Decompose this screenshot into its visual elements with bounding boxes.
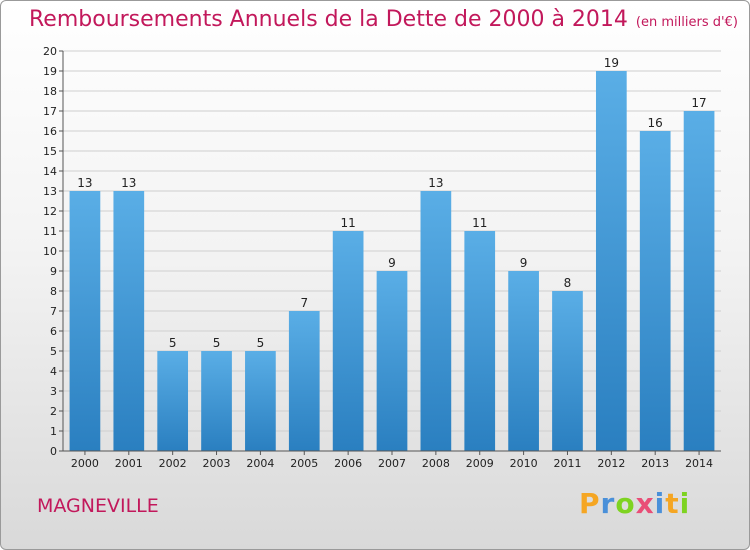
bar: [113, 191, 145, 451]
logo-letter: r: [600, 487, 616, 520]
y-tick-label: 8: [50, 285, 57, 298]
chart-subtitle: (en milliers d'€): [635, 15, 738, 30]
x-tick-label: 2012: [597, 457, 625, 470]
logo-letter: P: [579, 487, 601, 520]
bar-value-label: 5: [257, 336, 265, 350]
bar-value-label: 7: [300, 296, 308, 310]
bar: [639, 131, 671, 451]
y-tick-label: 0: [50, 445, 57, 458]
chart-title-text: Remboursements Annuels de la Dette de 20…: [29, 7, 628, 32]
x-tick-label: 2004: [246, 457, 274, 470]
bar-value-label: 13: [77, 176, 92, 190]
bar-value-label: 11: [472, 216, 487, 230]
y-tick-label: 19: [43, 65, 57, 78]
city-name: MAGNEVILLE: [37, 495, 159, 517]
bar-value-label: 9: [520, 256, 528, 270]
x-tick-label: 2002: [159, 457, 187, 470]
bar-value-label: 17: [691, 96, 706, 110]
logo-letter: t: [665, 487, 680, 520]
x-tick-label: 2009: [466, 457, 494, 470]
y-tick-label: 1: [50, 425, 57, 438]
x-tick-label: 2003: [203, 457, 231, 470]
x-tick-label: 2008: [422, 457, 450, 470]
chart-title: Remboursements Annuels de la Dette de 20…: [29, 7, 738, 32]
y-tick-label: 4: [50, 365, 57, 378]
x-tick-label: 2001: [115, 457, 143, 470]
bar: [376, 271, 408, 451]
y-tick-label: 6: [50, 325, 57, 338]
x-tick-label: 2011: [553, 457, 581, 470]
y-tick-label: 12: [43, 205, 57, 218]
proxiti-logo: Proxiti: [579, 487, 690, 520]
logo-letter: o: [615, 487, 636, 520]
bar: [288, 311, 320, 451]
y-tick-label: 14: [43, 165, 57, 178]
bar-value-label: 8: [564, 276, 572, 290]
y-tick-label: 20: [43, 45, 57, 58]
bar: [420, 191, 452, 451]
logo-letter: i: [654, 487, 666, 520]
y-tick-label: 9: [50, 265, 57, 278]
y-tick-label: 18: [43, 85, 57, 98]
x-tick-label: 2010: [510, 457, 538, 470]
y-tick-label: 11: [43, 225, 57, 238]
bars: 13 13 5 5 5 7 11 9 13 11 9 8 19 16 17: [69, 56, 715, 451]
bar: [595, 71, 627, 451]
bar: [464, 231, 496, 451]
bar: [157, 351, 189, 451]
y-tick-label: 3: [50, 385, 57, 398]
bar: [332, 231, 364, 451]
x-tick-label: 2000: [71, 457, 99, 470]
y-tick-label: 2: [50, 405, 57, 418]
logo-letter: x: [635, 487, 655, 520]
bar-value-label: 11: [340, 216, 355, 230]
bar: [69, 191, 101, 451]
y-tick-label: 13: [43, 185, 57, 198]
bar-value-label: 9: [388, 256, 396, 270]
y-tick-label: 10: [43, 245, 57, 258]
bar-value-label: 5: [213, 336, 221, 350]
bar: [245, 351, 276, 451]
bar-value-label: 13: [121, 176, 136, 190]
x-tick-label: 2014: [685, 457, 713, 470]
y-tick-label: 16: [43, 125, 57, 138]
x-tick-label: 2006: [334, 457, 362, 470]
logo-letter: i: [679, 487, 691, 520]
bar-value-label: 5: [169, 336, 177, 350]
bar-value-label: 19: [604, 56, 619, 70]
x-tick-label: 2005: [290, 457, 318, 470]
bar: [508, 271, 539, 451]
bar: [683, 111, 715, 451]
x-axis: 2000 2001 2002 2003 2004 2005 2006 2007 2008 2009…: [63, 450, 721, 470]
y-tick-label: 17: [43, 105, 57, 118]
y-tick-label: 15: [43, 145, 57, 158]
x-tick-label: 2013: [641, 457, 669, 470]
bar: [201, 351, 232, 451]
bar: [552, 291, 583, 451]
y-tick-label: 5: [50, 345, 57, 358]
y-tick-label: 7: [50, 305, 57, 318]
bar-value-label: 13: [428, 176, 443, 190]
bar-value-label: 16: [648, 116, 663, 130]
x-tick-label: 2007: [378, 457, 406, 470]
